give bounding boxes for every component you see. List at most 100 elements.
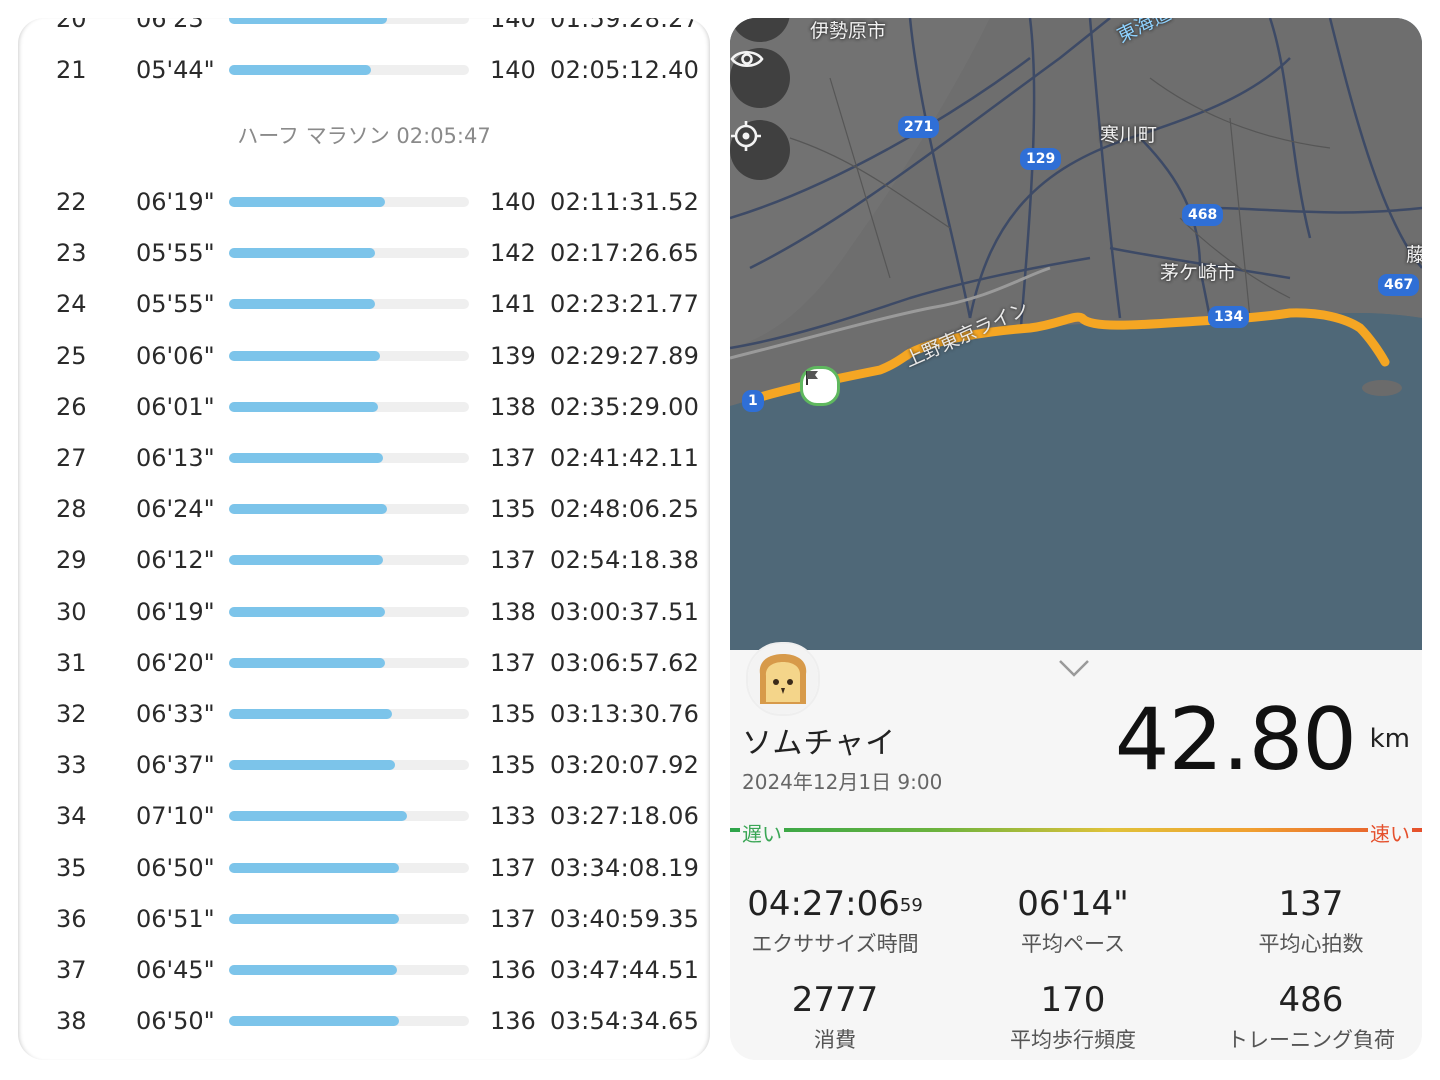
stat-label: 平均ペース [1021, 932, 1125, 956]
split-km: 37 [56, 956, 87, 984]
pace-bar [229, 606, 469, 617]
split-pace: 05'55" [136, 239, 215, 268]
split-elapsed-time: 03:13:30.76 [550, 700, 700, 728]
split-elapsed-time: 03:34:08.19 [550, 853, 700, 882]
split-elapsed-time: 01:59:28.27 [550, 18, 700, 33]
split-elapsed-time: 02:17:26.65 [550, 239, 700, 268]
split-pace: 05'55" [136, 290, 215, 319]
pace-bar-fill [229, 811, 407, 822]
road-shield-467: 467 [1378, 274, 1420, 296]
split-row: 29 06'12" 137 02:54:18.38 [18, 540, 710, 580]
stat-item: 04:27:0659 エクササイズ時間 [730, 882, 950, 958]
split-row: 32 06'33" 135 03:13:30.76 [18, 694, 710, 734]
workout-summary-panel: 伊勢原市 寒川町 茅ケ崎市 藤 東海道 上野東京ライン 271 129 468 … [730, 18, 1422, 1060]
split-heart-rate: 135 [490, 751, 536, 780]
split-heart-rate: 137 [490, 904, 536, 933]
pace-bar-fill [229, 709, 393, 719]
split-km: 23 [56, 239, 87, 268]
split-heart-rate: 139 [490, 341, 536, 370]
stat-label: エクササイズ時間 [751, 932, 919, 956]
visibility-button[interactable] [730, 48, 790, 108]
split-elapsed-time: 02:35:29.00 [550, 392, 700, 421]
road-shield-1: 1 [742, 390, 764, 412]
pace-bar-fill [229, 401, 378, 412]
split-elapsed-time: 02:23:21.77 [550, 290, 700, 319]
pace-bar-fill [229, 299, 376, 310]
pace-bar-fill [229, 913, 400, 924]
split-elapsed-time: 03:40:59.35 [550, 904, 700, 933]
route-map[interactable]: 伊勢原市 寒川町 茅ケ崎市 藤 東海道 上野東京ライン 271 129 468 … [730, 18, 1422, 650]
split-row: 33 06'37" 135 03:20:07.92 [18, 745, 710, 785]
locate-button[interactable] [730, 120, 790, 180]
start-marker[interactable] [800, 366, 840, 406]
split-km: 21 [56, 56, 87, 84]
split-heart-rate: 137 [490, 853, 536, 882]
split-heart-rate: 138 [490, 392, 536, 421]
split-heart-rate: 137 [490, 648, 536, 677]
stat-item: 2777 消費 [730, 978, 950, 1054]
split-elapsed-time: 03:06:57.62 [550, 648, 700, 677]
split-km: 27 [56, 444, 87, 472]
pace-bar-fill [229, 18, 388, 24]
half-marathon-marker: ハーフ マラソン 02:05:47 [18, 118, 710, 154]
pace-bar [229, 401, 469, 412]
half-marathon-time: 02:05:47 [396, 124, 491, 148]
split-elapsed-time: 02:05:12.40 [550, 56, 700, 84]
split-pace: 06'19" [136, 188, 215, 216]
stat-item: 170 平均歩行頻度 [958, 978, 1188, 1054]
split-pace: 06'24" [136, 495, 215, 524]
stat-value-fraction: 59 [899, 895, 923, 916]
pace-scale: 遅い 速い [730, 818, 1422, 862]
split-pace: 06'20" [136, 648, 215, 677]
pace-bar [229, 504, 469, 515]
split-km: 24 [56, 290, 87, 319]
pace-bar [229, 65, 469, 75]
minor-roads [789, 77, 1331, 319]
split-pace: 07'10" [136, 802, 215, 831]
split-elapsed-time: 02:11:31.52 [550, 188, 700, 216]
split-km: 25 [56, 341, 87, 370]
split-elapsed-time: 02:54:18.38 [550, 546, 700, 575]
locate-icon [731, 121, 761, 151]
split-pace: 06'50" [136, 1007, 215, 1036]
stat-value: 2777 [791, 980, 879, 1020]
half-marathon-label: ハーフ マラソン [237, 124, 390, 148]
split-row: 31 06'20" 137 03:06:57.62 [18, 643, 710, 683]
pace-bar-fill [229, 1016, 400, 1027]
place-partial: 藤 [1406, 244, 1422, 266]
split-row: 28 06'24" 135 02:48:06.25 [18, 489, 710, 529]
map-canvas [730, 18, 1422, 650]
split-row: 23 05'55" 142 02:17:26.65 [18, 233, 710, 273]
pace-bar [229, 248, 469, 259]
collapse-chevron-icon[interactable] [1058, 658, 1090, 678]
pace-bar [229, 657, 469, 668]
split-heart-rate: 136 [490, 1007, 536, 1036]
split-row: 25 06'06" 139 02:29:27.89 [18, 336, 710, 376]
stat-item: 137 平均心拍数 [1196, 882, 1422, 958]
avatar[interactable] [746, 642, 820, 716]
pace-bar-fill [229, 862, 400, 873]
splits-panel[interactable]: 20 06'23" 140 01:59:28.27 21 05'44" 140 02:05:1… [18, 18, 710, 1060]
pace-bar [229, 555, 469, 566]
pace-bar [229, 197, 469, 207]
split-row: 37 06'45" 136 03:47:44.51 [18, 950, 710, 990]
split-elapsed-time: 03:47:44.51 [550, 956, 700, 984]
total-distance: 42.80 [1114, 690, 1357, 790]
split-pace: 06'51" [136, 904, 215, 933]
pace-bar [229, 1016, 469, 1027]
split-km: 38 [56, 1007, 87, 1036]
split-heart-rate: 138 [490, 597, 536, 626]
eye-icon [730, 50, 764, 68]
pace-bar [229, 709, 469, 719]
place-chigasaki: 茅ケ崎市 [1160, 262, 1237, 284]
stat-item: 486 トレーニング負荷 [1196, 978, 1422, 1054]
split-elapsed-time: 03:00:37.51 [550, 597, 700, 626]
place-samukawa: 寒川町 [1100, 124, 1158, 146]
split-heart-rate: 140 [490, 188, 536, 216]
split-heart-rate: 137 [490, 444, 536, 472]
split-pace: 06'23" [136, 18, 215, 33]
split-pace: 06'37" [136, 751, 215, 780]
avatar-toast-image [748, 644, 818, 714]
stat-label: 平均心拍数 [1258, 932, 1364, 956]
pace-bar-fill [229, 606, 385, 617]
